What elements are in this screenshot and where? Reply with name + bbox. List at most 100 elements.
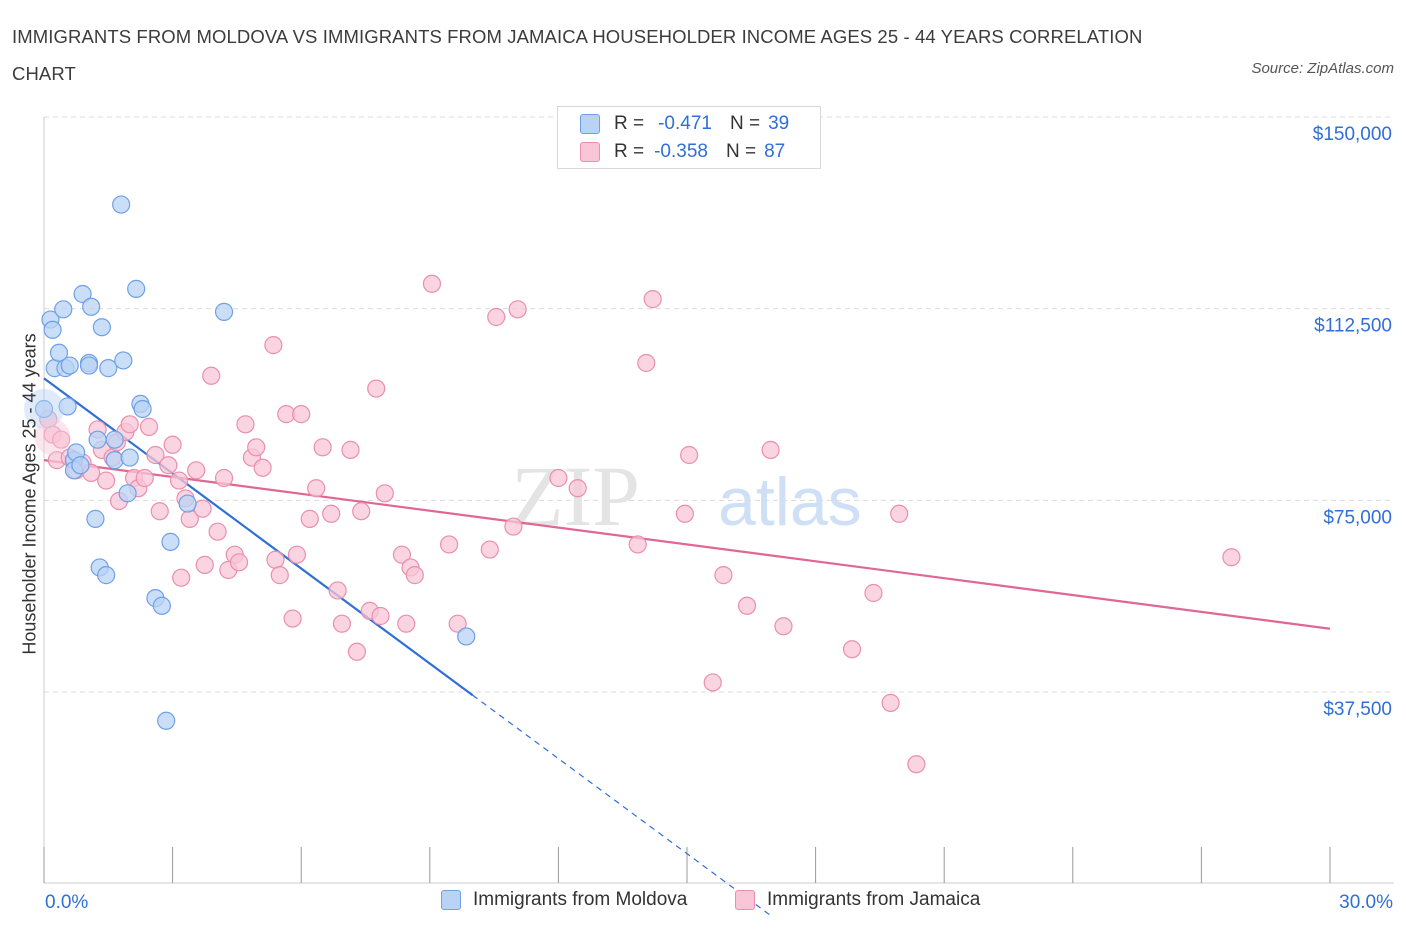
jamaica-point [643, 290, 662, 309]
jamaica-point [322, 504, 341, 523]
legend-n-value: 87 [764, 141, 786, 162]
x-tick-label: 30.0% [1339, 892, 1393, 913]
moldova-point [105, 430, 124, 449]
jamaica-point [163, 435, 182, 454]
moldova-point [43, 320, 62, 339]
legend-r-value: -0.358 [654, 141, 708, 162]
jamaica-point [397, 614, 416, 633]
legend-item-moldova[interactable]: Immigrants from Moldova [441, 889, 687, 911]
moldova-point [79, 356, 99, 375]
jamaica-point [367, 379, 386, 398]
jamaica-point [341, 440, 360, 459]
moldova-point [157, 711, 176, 730]
moldova-point [49, 343, 69, 362]
legend-r-label: R = [614, 141, 645, 162]
jamaica-point [864, 583, 883, 603]
jamaica-point [907, 755, 926, 774]
legend-n-label: N = [725, 141, 757, 162]
legend-swatch-jamaica [580, 142, 600, 162]
jamaica-point [448, 614, 467, 633]
moldova-point [214, 302, 234, 321]
jamaica-point [266, 550, 285, 569]
moldova-point [133, 399, 152, 419]
moldova-point [127, 279, 146, 298]
jamaica-point [146, 445, 165, 465]
jamaica-point [253, 458, 272, 477]
y-axis-label: Householder Income Ages 25 - 44 years [19, 333, 40, 655]
jamaica-point [150, 502, 169, 521]
legend-row-moldova: R = -0.471 N = 39 [580, 112, 789, 136]
jamaica-point [139, 417, 159, 436]
data-points [24, 195, 1241, 774]
moldova-point [82, 297, 101, 316]
y-tick-label: $75,000 [1323, 507, 1392, 528]
jamaica-point [264, 336, 283, 355]
jamaica-point [328, 581, 347, 600]
moldova-point [114, 351, 133, 370]
moldova-point [71, 456, 90, 475]
jamaica-point [487, 307, 506, 327]
moldova-point [161, 532, 180, 551]
jamaica-point [774, 617, 793, 636]
jamaica-point [703, 673, 722, 692]
moldova-point [105, 451, 124, 470]
moldova-point [58, 397, 77, 416]
moldova-point [60, 356, 79, 375]
jamaica-point [714, 566, 733, 585]
jamaica-point [352, 502, 371, 521]
moldova-trend-line [43, 377, 474, 697]
y-tick-label: $112,500 [1314, 316, 1392, 337]
jamaica-point [637, 353, 656, 373]
jamaica-point [300, 509, 319, 528]
watermark: ZIP atlas [511, 448, 862, 544]
jamaica-point [52, 430, 71, 449]
moldova-point [54, 300, 73, 319]
jamaica-point [508, 300, 527, 319]
jamaica-point [422, 274, 442, 293]
source-label: Source: ZipAtlas.com [1251, 60, 1394, 77]
jamaica-point [549, 468, 568, 488]
legend-swatch-moldova [441, 890, 461, 910]
legend-label-moldova: Immigrants from Moldova [473, 889, 688, 910]
jamaica-point [761, 440, 780, 459]
moldova-point [86, 509, 105, 528]
legend-n-value: 39 [768, 113, 790, 134]
jamaica-point [439, 535, 459, 554]
jamaica-cluster [34, 419, 71, 456]
jamaica-point [568, 479, 587, 498]
moldova-point [118, 484, 137, 503]
jamaica-point [332, 614, 352, 633]
y-tick-label: $150,000 [1313, 124, 1392, 145]
jamaica-point [881, 693, 900, 712]
jamaica-point [313, 438, 332, 457]
legend-n-label: N = [729, 113, 761, 134]
jamaica-point [307, 479, 326, 498]
jamaica-point [405, 566, 424, 585]
legend-r-label: R = [614, 113, 645, 134]
jamaica-point [347, 642, 367, 661]
moldova-point [112, 195, 131, 214]
moldova-point [73, 284, 92, 304]
jamaica-point [504, 517, 523, 536]
jamaica-point [208, 522, 227, 541]
jamaica-point [1222, 548, 1241, 567]
jamaica-point [737, 596, 757, 615]
series-legend: Immigrants from Moldova Immigrants from … [0, 889, 1406, 915]
legend-item-jamaica[interactable]: Immigrants from Jamaica [735, 889, 980, 911]
axes [43, 117, 1394, 884]
moldova-point [457, 627, 476, 646]
y-tick-label: $37,500 [1323, 699, 1392, 720]
jamaica-point [480, 540, 499, 559]
jamaica-point [375, 484, 394, 503]
jamaica-point [159, 456, 178, 475]
chart-title: IMMIGRANTS FROM MOLDOVA VS IMMIGRANTS FR… [12, 26, 1143, 84]
jamaica-point [842, 640, 862, 659]
jamaica-point [247, 438, 266, 457]
tick-labels: $37,500 $75,000 $112,500 $150,000 0.0% 30.0% [45, 124, 1393, 913]
moldova-point [92, 318, 111, 337]
watermark-atlas: atlas [718, 464, 862, 540]
jamaica-point [675, 504, 694, 523]
legend-swatch-moldova [580, 114, 600, 134]
moldova-point [99, 359, 118, 378]
